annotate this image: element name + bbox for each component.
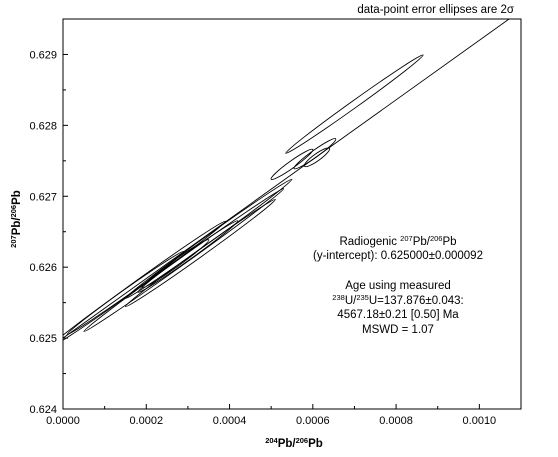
x-tick-label: 0.0006 — [296, 415, 330, 427]
error-ellipse-11 — [63, 250, 185, 348]
annotation-block: Radiogenic 207Pb/206Pb (y-intercept): 0.… — [313, 234, 483, 336]
x-tick-label: 0.0000 — [46, 415, 80, 427]
y-tick-label: 0.628 — [29, 120, 57, 132]
y-axis: 0.624 0.625 0.626 0.627 0.628 0.629 — [29, 49, 68, 416]
x-tick-label: 0.0002 — [129, 415, 163, 427]
error-ellipse-4 — [270, 148, 314, 180]
annotation-mswd: MSWD = 1.07 — [362, 324, 434, 336]
annotation-radiogenic: Radiogenic 207Pb/206Pb — [339, 234, 456, 248]
error-ellipse-5 — [83, 188, 285, 333]
error-ellipses — [63, 54, 424, 348]
isochron-line — [63, 19, 510, 339]
error-ellipse-9 — [141, 239, 210, 289]
x-tick-label: 0.0008 — [379, 415, 413, 427]
annotation-age-heading: Age using measured — [345, 280, 450, 292]
y-tick-label: 0.624 — [29, 404, 57, 416]
annotation-age: 4567.18±0.21 [0.50] Ma — [337, 309, 459, 321]
error-ellipse-6 — [124, 178, 293, 299]
annotation-intercept: (y-intercept): 0.625000±0.000092 — [313, 250, 483, 262]
y-tick-label: 0.629 — [29, 49, 57, 61]
x-tick-label: 0.0010 — [463, 415, 497, 427]
y-tick-label: 0.625 — [29, 333, 57, 345]
y-tick-label: 0.626 — [29, 262, 57, 274]
y-axis-title: 207Pb/206Pb — [9, 190, 23, 248]
error-ellipse-3 — [303, 147, 331, 168]
x-tick-label: 0.0004 — [213, 415, 247, 427]
x-axis: 0.0000 0.0002 0.0004 0.0006 0.0008 0.0010 — [46, 404, 496, 427]
x-axis-title: 204Pb/206Pb — [265, 436, 323, 450]
error-ellipse-1 — [285, 54, 424, 154]
plot-frame — [62, 18, 522, 410]
y-tick-label: 0.627 — [29, 191, 57, 203]
annotation-uranium-ratio: 238U/235U=137.876±0.043: — [332, 293, 463, 307]
plot-area — [63, 19, 510, 348]
error-ellipse-note: data-point error ellipses are 2σ — [357, 4, 514, 16]
